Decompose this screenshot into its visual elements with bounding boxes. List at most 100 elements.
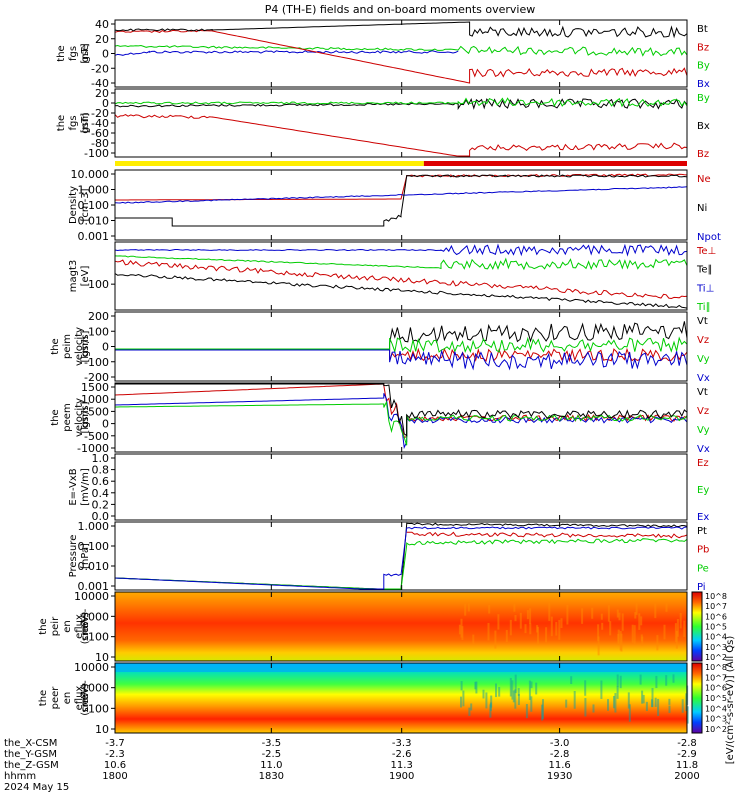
y-tick-label: 20	[95, 33, 109, 46]
mode-bar-fast	[423, 161, 687, 166]
y-tick-label: -500	[84, 430, 109, 443]
spectrogram-streak	[635, 603, 638, 615]
y-axis-label: [nT]	[80, 43, 91, 63]
panel-10: 10000 1000 100 10 the peer en efluxeV(cm²-s-sr-…	[38, 661, 727, 736]
spectrogram-streak	[591, 607, 594, 619]
spectrogram-streak	[619, 675, 622, 689]
series-line-Ni	[115, 174, 688, 227]
mode-bar-slow	[115, 161, 424, 166]
y-axis-label: eV	[80, 620, 91, 633]
spectrogram-streak	[618, 612, 621, 621]
y-tick-label: 10000	[74, 590, 109, 603]
axis-row-value: 1930	[547, 771, 572, 782]
y-tick-label: 0	[102, 48, 109, 61]
y-axis-label: [nPa]	[80, 543, 91, 569]
axis-row-value: -2.8	[677, 738, 697, 749]
spectrogram	[115, 592, 687, 661]
colorbar-tick: 10^8	[705, 592, 727, 601]
y-tick-label: 100	[88, 325, 109, 338]
date-label: 2024 May 15	[4, 782, 69, 793]
y-axis-label: [km/s]	[80, 401, 91, 433]
series-line-Bx	[114, 50, 459, 56]
spectrogram-streak	[530, 681, 533, 689]
y-axis-label: (cm²-s-	[80, 608, 91, 644]
spectrogram-streak	[509, 677, 512, 697]
legend-entry: Bz	[697, 149, 709, 160]
y-axis-label: peim	[62, 334, 73, 359]
series-line-Ne	[115, 173, 688, 201]
y-axis-label: gsm	[80, 407, 91, 428]
y-axis-label: peem	[62, 403, 73, 431]
spectrogram-streak	[464, 603, 467, 616]
spectrogram-streak	[565, 699, 568, 708]
axis-row-value: -2.6	[392, 749, 412, 760]
spectrogram-streak	[607, 699, 609, 711]
y-tick-label: 10	[95, 651, 109, 664]
y-tick-label: -100	[84, 356, 109, 369]
axis-row-label: the_Z-GSM	[4, 760, 59, 771]
y-axis-label: the	[50, 338, 61, 354]
series-line-Ti∥	[114, 255, 688, 271]
colorbar-tick: 10^6	[705, 684, 727, 693]
axis-row-value: 11.0	[260, 760, 282, 771]
y-tick-label: -100	[84, 147, 109, 160]
spectrogram-streak	[663, 624, 666, 640]
spectrogram-streak	[683, 620, 686, 638]
spectrogram-streak	[529, 623, 532, 635]
panel-8: 1.000 0.100 0.010 0.001 Pressure [nPa] Pt Pb Pe P…	[68, 520, 709, 593]
spectrogram-streak	[592, 704, 595, 713]
legend-entry: Vy	[697, 354, 710, 365]
spectrogram-streak	[616, 686, 619, 699]
panel-frame	[114, 521, 688, 591]
spectrogram-streak	[566, 604, 569, 625]
y-axis-label: velocity	[74, 327, 85, 366]
panel-frame	[114, 591, 688, 662]
legend-entry: Te⊥	[696, 246, 716, 257]
spectrogram-streak	[621, 613, 624, 631]
spectrogram-streak	[654, 603, 657, 619]
panel-4: 100 magt3 [eV] Te⊥ Te∥ Ti⊥ Ti∥	[68, 241, 716, 313]
spectrogram-streak	[528, 680, 531, 701]
spectrogram-streak	[639, 674, 642, 685]
spectrogram-streak	[541, 704, 544, 721]
spectrogram-streak	[627, 692, 630, 709]
spectrogram-streak	[600, 680, 603, 699]
axis-row-value: 11.6	[548, 760, 570, 771]
spectrogram-streak	[616, 609, 619, 618]
legend-entry: Ti⊥	[696, 283, 714, 294]
spectrogram-streak	[676, 618, 679, 637]
spectrogram-streak	[514, 674, 517, 694]
spectrogram-streak	[462, 690, 465, 707]
spectrogram-streak	[560, 618, 563, 629]
spectrogram-streak	[638, 613, 641, 630]
spectrogram-streak	[535, 682, 538, 695]
legend-entry: Bx	[697, 121, 710, 132]
y-tick-label: 20	[95, 87, 109, 100]
series-line-Te⊥	[114, 259, 688, 300]
legend-entry: Vz	[697, 406, 709, 417]
spectrogram-streak	[517, 694, 520, 706]
series-line-By	[114, 97, 688, 108]
y-tick-label: -20	[91, 62, 109, 75]
spectrogram-streak	[490, 695, 493, 708]
y-tick-label: 0.6	[92, 475, 110, 488]
y-axis-label: [eV]	[80, 266, 91, 287]
spectrogram-streak	[512, 690, 515, 703]
colorbar: 10^810^710^6 10^510^410^310^2	[691, 591, 727, 662]
axis-row-label: hhmm	[4, 771, 36, 782]
y-tick-label: -80	[91, 137, 109, 150]
spectrogram-streak	[686, 706, 689, 724]
spectrogram-streak	[654, 697, 657, 707]
series-line-Vx	[115, 349, 688, 371]
y-axis-label: velocity	[74, 398, 85, 437]
spectrogram-streak	[511, 680, 514, 700]
spectrogram-streak	[655, 675, 658, 689]
axis-row-label: the_X-CSM	[4, 738, 57, 749]
spectrogram-streak	[631, 624, 634, 643]
y-tick-label: 0.001	[78, 580, 110, 593]
y-axis-label: eV	[80, 691, 91, 704]
panel-7: 1.00.80.60.40.20.0 E=-VxB [mV/m] Ez Ey Ex	[68, 452, 709, 523]
panel-9: 10000 1000 100 10 the peir en efluxeV(cm²-s-sr-…	[38, 590, 727, 664]
